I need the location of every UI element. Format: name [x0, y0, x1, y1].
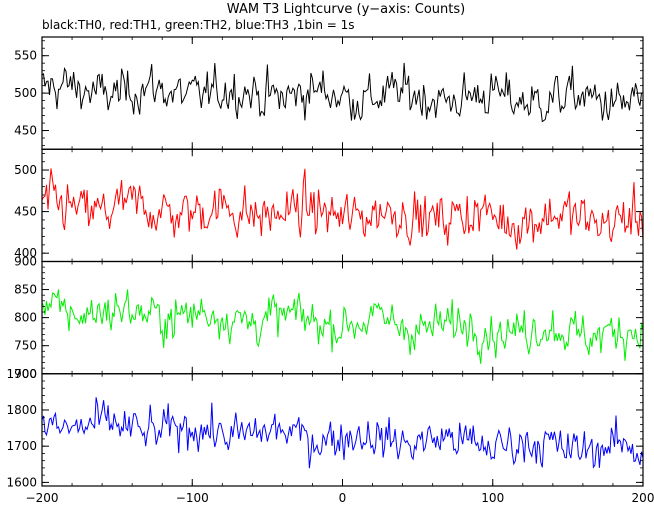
panel-th2: 700 750 800 850 900: [14, 255, 644, 381]
x-tick-label: 200: [632, 491, 654, 505]
y-tick-label: 800: [14, 311, 37, 325]
x-tick-label: 100: [481, 491, 504, 505]
y-tick-label: 550: [14, 49, 37, 63]
y-tick-label: 400: [14, 246, 37, 260]
chart-subtitle: black:TH0, red:TH1, green:TH2, blue:TH3 …: [42, 18, 355, 32]
panels-layer: 450 500 550 400 450 500 700 750 800 850 900 1600 170…: [6, 36, 644, 489]
y-tick-label: 900: [14, 255, 37, 269]
series-line-th3: [42, 397, 643, 469]
panel-frame: [41, 148, 644, 263]
chart-title: WAM T3 Lightcurve (y−axis: Counts): [227, 2, 465, 17]
series-line-th2: [42, 289, 643, 364]
x-tick-label: 0: [339, 491, 347, 505]
x-tick-label: −100: [176, 491, 209, 505]
series-line-th1: [42, 168, 643, 250]
y-tick-label: 450: [14, 205, 37, 219]
y-tick-label: 700: [14, 367, 37, 381]
y-tick-label: 750: [14, 339, 37, 353]
y-tick-label: 1800: [6, 403, 37, 417]
y-tick-label: 1600: [6, 475, 37, 489]
y-tick-label: 850: [14, 283, 37, 297]
y-tick-label: 500: [14, 163, 37, 177]
series-line-th0: [42, 62, 643, 123]
x-tick-label: −200: [26, 491, 59, 505]
y-tick-label: 1700: [6, 439, 37, 453]
y-tick-label: 500: [14, 86, 37, 100]
y-tick-label: 450: [14, 124, 37, 138]
panel-th3: 1600 1700 1800 1900: [6, 367, 644, 489]
panel-th0: 450 500 550: [14, 36, 644, 150]
panel-frame: [41, 373, 644, 487]
y-tick-label: 1900: [6, 367, 37, 381]
panel-th1: 400 450 500: [14, 148, 644, 263]
x-axis: −200 −100 0 100 200: [26, 491, 654, 505]
